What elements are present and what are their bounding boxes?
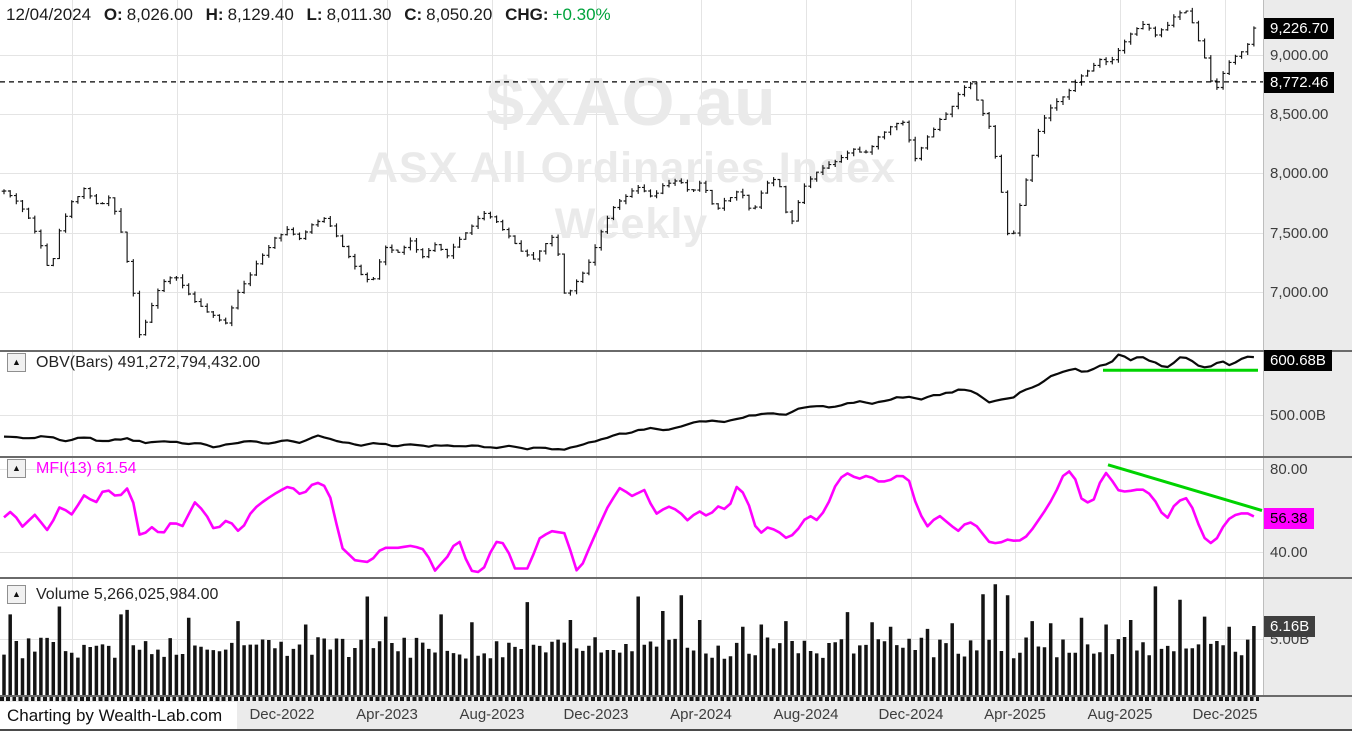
date-label: Dec-2024	[878, 706, 944, 723]
date-label: Apr-2025	[984, 706, 1046, 723]
date-axis[interactable]: Dec-2025 Aug-2025 Apr-2025 Dec-2024 Aug-2024…	[0, 697, 1352, 731]
volume-bars	[2, 584, 1256, 695]
close-value: 8,050.20	[426, 5, 493, 24]
vertical-gridline	[72, 0, 73, 695]
date-label: Dec-2025	[1192, 706, 1258, 723]
date-label: Aug-2024	[773, 706, 839, 723]
obv-axis-label: 500.00B	[1270, 407, 1326, 424]
date-label: Dec-2022	[249, 706, 315, 723]
watermark: $XAO.au ASX All Ordinaries Index Weekly	[0, 64, 1263, 252]
vertical-gridline	[1225, 0, 1226, 695]
vertical-gridline	[1120, 0, 1121, 695]
price-value-badge: 9,226.70	[1264, 18, 1335, 39]
volume-panel-header: ▲ Volume 5,266,025,984.00	[7, 585, 218, 604]
price-axis-label: 7,000.00	[1270, 284, 1329, 301]
quote-header: 12/04/2024 O: 8,026.00 H: 8,129.40 L: 8,011…	[6, 5, 611, 25]
vertical-gridline	[177, 0, 178, 695]
mfi-axis-label: 80.00	[1270, 461, 1308, 478]
obv-line	[3, 353, 1254, 451]
price-axis-label: 7,500.00	[1270, 225, 1329, 242]
horizontal-gridline	[0, 415, 1263, 416]
vertical-gridline	[596, 0, 597, 695]
obv-panel-label: OBV(Bars) 491,272,794,432.00	[36, 353, 261, 371]
date-label: Aug-2023	[459, 706, 525, 723]
window-bottom-border	[0, 729, 1352, 731]
mfi-panel-header: ▲ MFI(13) 61.54	[7, 459, 136, 478]
price-value-badge: 8,772.46	[1264, 72, 1335, 93]
quote-date: 12/04/2024	[6, 5, 92, 24]
horizontal-gridline	[0, 173, 1263, 174]
collapse-mfi-button[interactable]: ▲	[7, 459, 26, 478]
bar-tick-strip	[0, 696, 1259, 701]
mfi-line	[3, 470, 1255, 574]
watermark-name: ASX All Ordinaries Index	[367, 144, 896, 192]
vertical-gridline	[282, 0, 283, 695]
price-axis-label: 8,000.00	[1270, 165, 1329, 182]
value-axis	[1263, 0, 1352, 697]
grid-layer	[0, 0, 1263, 695]
vertical-gridline	[387, 0, 388, 695]
collapse-volume-button[interactable]: ▲	[7, 585, 26, 604]
volume-panel-label: Volume 5,266,025,984.00	[36, 585, 219, 603]
horizontal-gridline	[0, 292, 1263, 293]
high-label: H:	[205, 5, 224, 24]
close-label: C:	[404, 5, 423, 24]
panel-separator[interactable]	[0, 350, 1352, 352]
chart-canvas[interactable]	[0, 0, 1263, 697]
panel-separator	[0, 695, 1352, 697]
date-label: Aug-2025	[1087, 706, 1153, 723]
open-value: 8,026.00	[126, 5, 193, 24]
change-value: +0.30%	[552, 5, 611, 24]
horizontal-gridline	[0, 55, 1263, 56]
mfi-axis-label: 40.00	[1270, 544, 1308, 561]
horizontal-gridline	[0, 552, 1263, 553]
watermark-timeframe: Weekly	[554, 200, 709, 248]
panel-separator[interactable]	[0, 577, 1352, 579]
vertical-gridline	[806, 0, 807, 695]
price-axis-label: 8,500.00	[1270, 106, 1329, 123]
horizontal-gridline	[0, 639, 1263, 640]
vertical-gridline	[701, 0, 702, 695]
date-label: Apr-2024	[670, 706, 732, 723]
date-label: Dec-2023	[563, 706, 629, 723]
change-label: CHG:	[505, 5, 549, 24]
horizontal-gridline	[0, 233, 1263, 234]
horizontal-gridline	[0, 469, 1263, 470]
price-axis-label: 9,000.00	[1270, 47, 1329, 64]
low-value: 8,011.30	[326, 5, 392, 24]
watermark-symbol: $XAO.au	[486, 64, 777, 140]
date-label: Apr-2023	[356, 706, 418, 723]
panel-separator[interactable]	[0, 456, 1352, 458]
branding-link[interactable]: Charting by Wealth-Lab.com	[0, 702, 237, 729]
collapse-obv-button[interactable]: ▲	[7, 353, 26, 372]
obv-value-badge: 600.68B	[1264, 350, 1332, 371]
low-label: L:	[306, 5, 323, 24]
mfi-panel-label: MFI(13) 61.54	[36, 459, 137, 477]
horizontal-gridline	[0, 114, 1263, 115]
vertical-gridline	[911, 0, 912, 695]
open-label: O:	[103, 5, 123, 24]
vertical-gridline	[1015, 0, 1016, 695]
mfi-trendline[interactable]	[1107, 463, 1263, 512]
vertical-gridline	[492, 0, 493, 695]
price-ohlc-bars	[1, 7, 1257, 338]
volume-value-badge: 6.16B	[1264, 616, 1316, 637]
high-value: 8,129.40	[227, 5, 294, 24]
mfi-value-badge: 56.38	[1264, 508, 1314, 529]
obv-panel-header: ▲ OBV(Bars) 491,272,794,432.00	[7, 353, 260, 372]
